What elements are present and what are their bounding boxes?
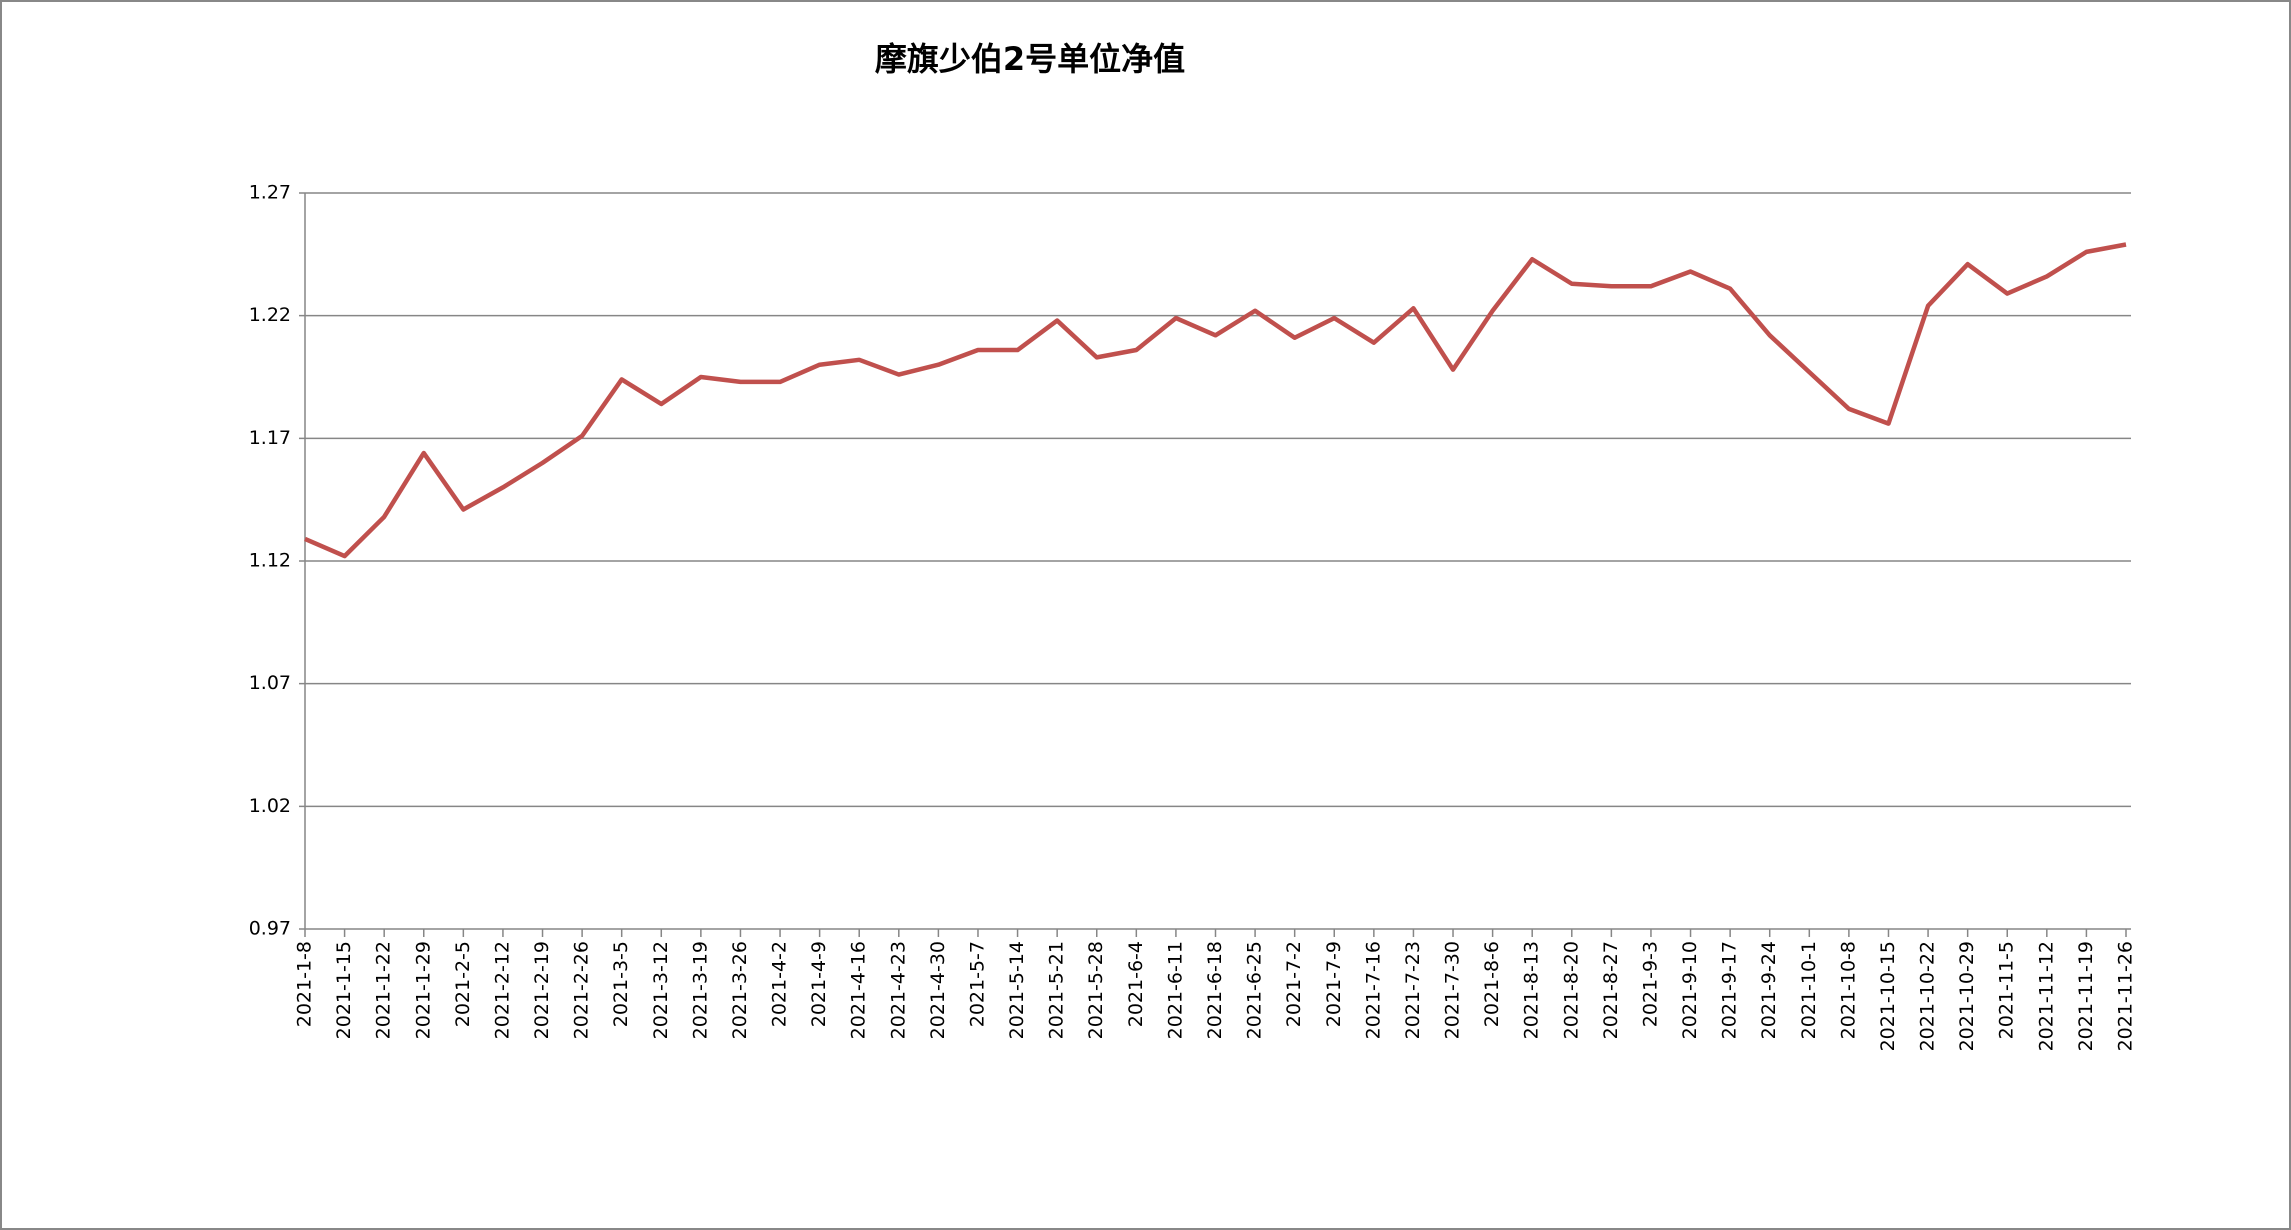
x-tick-label: 2021-6-25: [1244, 941, 1266, 1039]
x-tick-label: 2021-3-12: [650, 941, 672, 1039]
x-tick-label: 2021-11-19: [2075, 941, 2097, 1051]
line: [304, 242, 2127, 559]
x-tick-label: 2021-9-24: [1758, 941, 1780, 1039]
x-tick-label: 2021-2-26: [571, 941, 593, 1039]
x-tick-label: 2021-6-4: [1125, 941, 1147, 1027]
x-tick-label: 2021-2-12: [491, 941, 513, 1039]
x-tick-label: 2021-7-23: [1402, 941, 1424, 1039]
x-tick-label: 2021-9-3: [1639, 941, 1661, 1027]
x-tick-label: 2021-4-9: [808, 941, 830, 1027]
y-tick-label: 1.17: [249, 427, 291, 449]
x-tick-label: 2021-4-16: [848, 941, 870, 1039]
x-tick-label: 2021-6-11: [1164, 941, 1186, 1039]
x-tick-label: 2021-3-19: [689, 941, 711, 1039]
x-tick-label: 2021-8-20: [1560, 941, 1582, 1039]
x-tick-label: 2021-5-14: [1006, 941, 1028, 1039]
x-tick-label: 2021-2-19: [531, 941, 553, 1039]
x-tick-label: 2021-7-2: [1283, 941, 1305, 1027]
chart-title: 摩旗少伯2号单位净值: [875, 40, 1185, 78]
x-tick-label: 2021-8-6: [1481, 941, 1503, 1027]
x-tick-label: 2021-11-26: [2115, 941, 2137, 1051]
y-tick-label: 1.12: [249, 550, 291, 572]
x-tick-label: 2021-7-9: [1323, 941, 1345, 1027]
x-tick-label: 2021-8-13: [1521, 941, 1543, 1039]
x-tick-label: 2021-7-16: [1362, 941, 1384, 1039]
x-tick-label: 2021-5-7: [966, 941, 988, 1027]
x-tick-label: 2021-11-5: [1996, 941, 2018, 1039]
x-tick-label: 2021-9-10: [1679, 941, 1701, 1039]
x-tick-label: 2021-1-15: [333, 941, 355, 1039]
x-tick-label: 2021-10-29: [1956, 941, 1978, 1051]
x-tick-label: 2021-5-21: [1046, 941, 1068, 1039]
x-tick-label: 2021-10-15: [1877, 941, 1899, 1051]
x-tick-label: 2021-5-28: [1085, 941, 1107, 1039]
y-tick-label: 1.07: [249, 672, 291, 694]
x-tick-label: 2021-3-26: [729, 941, 751, 1039]
x-tick-label: 2021-10-22: [1917, 941, 1939, 1051]
x-tick-label: 2021-8-27: [1600, 941, 1622, 1039]
x-tick-label: 2021-4-30: [927, 941, 949, 1039]
x-tick-label: 2021-3-5: [610, 941, 632, 1027]
x-tick-label: 2021-2-5: [452, 941, 474, 1027]
x-tick-label: 2021-1-22: [373, 941, 395, 1039]
y-tick-label: 1.02: [249, 795, 291, 817]
x-tick-label: 2021-6-18: [1204, 941, 1226, 1039]
x-tick-label: 2021-7-30: [1442, 941, 1464, 1039]
y-tick-label: 0.97: [249, 918, 291, 940]
x-tick-label: 2021-10-8: [1837, 941, 1859, 1039]
x-tick-label: 2021-1-29: [412, 941, 434, 1039]
x-tick-label: 2021-1-8: [294, 941, 316, 1027]
x-tick-label: 2021-11-12: [2035, 941, 2057, 1051]
y-tick-label: 1.27: [249, 182, 291, 204]
x-tick-label: 2021-4-23: [887, 941, 909, 1039]
x-tick-label: 2021-10-1: [1798, 941, 1820, 1039]
y-tick-label: 1.22: [249, 304, 291, 326]
x-tick-label: 2021-9-17: [1719, 941, 1741, 1039]
x-tick-label: 2021-4-2: [769, 941, 791, 1027]
